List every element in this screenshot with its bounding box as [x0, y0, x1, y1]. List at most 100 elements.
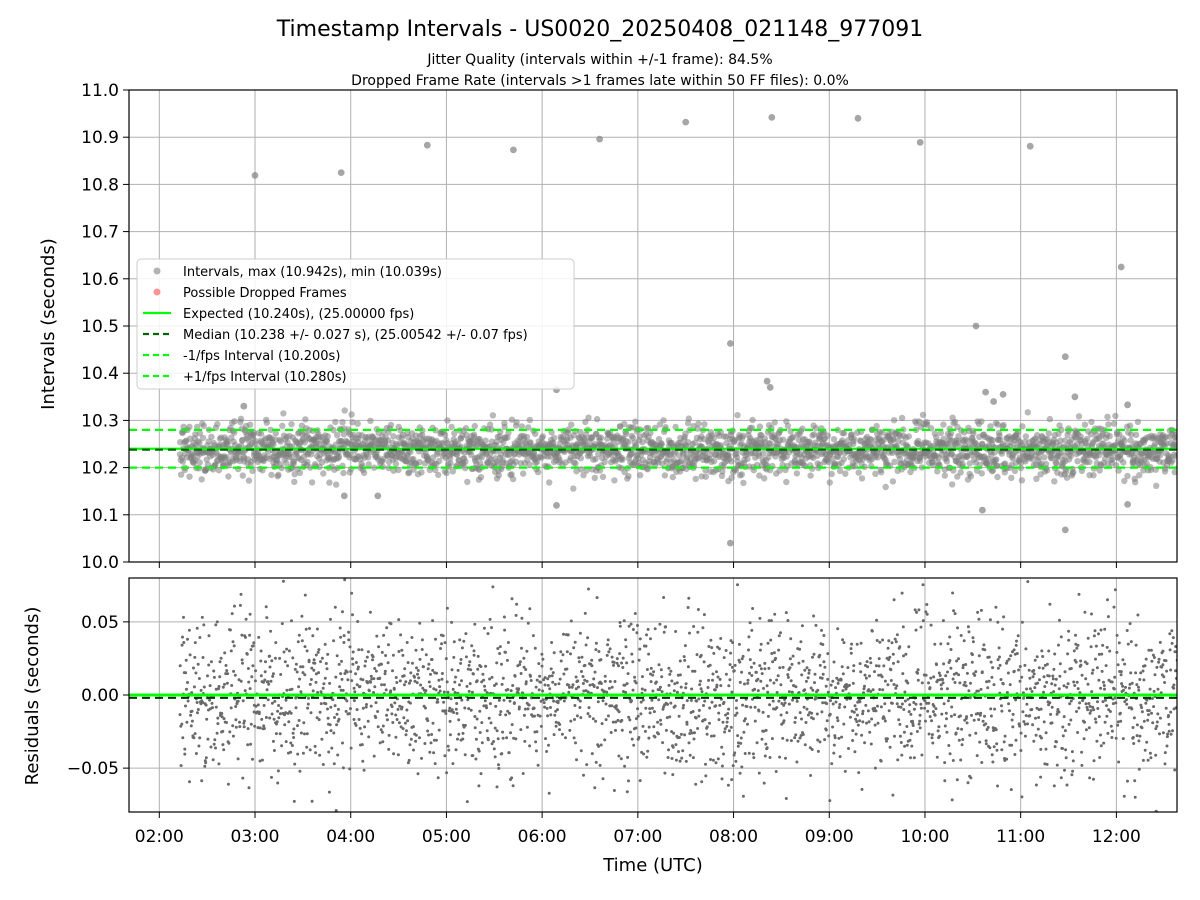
residual-point [253, 724, 257, 728]
residual-point [528, 744, 532, 748]
residual-point [538, 714, 542, 718]
residual-point [643, 688, 647, 692]
residual-point [314, 653, 318, 657]
residual-point [405, 708, 409, 712]
residual-point [533, 714, 536, 718]
residual-point [631, 628, 635, 631]
residual-point [220, 712, 224, 715]
residual-point [372, 677, 376, 681]
interval-point [836, 449, 843, 457]
interval-point [252, 438, 259, 445]
residual-point [453, 680, 457, 684]
residual-point [958, 714, 962, 718]
residual-point [525, 725, 529, 729]
residual-point [1023, 734, 1027, 738]
residual-point [355, 708, 359, 712]
residual-point [846, 666, 850, 670]
residual-point [969, 681, 972, 685]
interval-point [365, 454, 372, 461]
residual-point [941, 681, 945, 685]
residual-point [259, 649, 263, 653]
interval-point [304, 458, 311, 466]
residual-point [682, 703, 686, 707]
residual-point [560, 732, 564, 736]
residual-point [454, 675, 458, 679]
residual-point [332, 762, 336, 766]
residual-point [873, 706, 877, 710]
residual-point [825, 719, 829, 723]
residual-point [335, 723, 339, 727]
residual-point [1031, 723, 1035, 727]
residual-point [894, 686, 898, 690]
residuals-panel: 02:00 03:00 04:00 05:00 06:00 07:00 08:00 09:00… [67, 577, 1178, 847]
residual-point [892, 683, 896, 686]
interval-point [504, 434, 511, 441]
residual-point [1012, 648, 1016, 652]
residual-point [282, 650, 286, 654]
residual-point [900, 702, 904, 706]
residual-point [286, 664, 290, 668]
residual-point [491, 585, 495, 589]
residual-point [354, 723, 358, 727]
residual-point [803, 668, 807, 672]
residual-point [766, 690, 770, 694]
residual-point [828, 799, 832, 803]
residual-point [515, 602, 519, 606]
residual-point [778, 755, 782, 759]
chart-title: Timestamp Intervals - US0020_20250408_02… [276, 17, 923, 42]
residual-point [738, 660, 742, 664]
residual-point [506, 709, 510, 713]
residual-point [437, 678, 441, 682]
residual-point [414, 648, 418, 652]
residual-point [541, 689, 545, 693]
residual-point [794, 716, 797, 720]
residual-point [221, 743, 225, 747]
residual-point [374, 716, 378, 719]
interval-point [1172, 452, 1177, 460]
residual-point [278, 712, 282, 716]
residual-point [908, 703, 912, 707]
residual-point [777, 699, 781, 703]
residual-point [249, 722, 253, 726]
residual-point [855, 713, 859, 717]
residual-point [761, 710, 765, 714]
residual-point [434, 738, 438, 742]
residual-point [916, 671, 920, 675]
interval-point [596, 467, 604, 474]
residual-point [747, 635, 751, 639]
residual-point [720, 745, 724, 749]
residual-point [693, 669, 697, 673]
residual-point [221, 729, 225, 733]
interval-point [568, 421, 575, 428]
residual-point [319, 702, 323, 706]
residual-point [753, 719, 757, 723]
interval-outlier-point [1124, 401, 1131, 409]
residual-point [428, 750, 432, 754]
residual-point [735, 699, 738, 702]
residual-point [615, 657, 619, 661]
residual-point [851, 729, 855, 733]
residual-point [746, 722, 749, 726]
interval-point [367, 417, 374, 424]
residual-point [270, 712, 274, 716]
residual-point [696, 608, 700, 611]
interval-point [1104, 413, 1111, 420]
residual-point [297, 633, 301, 637]
interval-point [840, 430, 848, 437]
residual-point [315, 716, 319, 720]
residual-point [240, 633, 244, 637]
residual-point [202, 623, 206, 627]
interval-point [947, 430, 955, 437]
residual-point [562, 632, 565, 636]
residual-point [944, 711, 948, 715]
interval-point [270, 441, 277, 448]
residual-point [374, 669, 378, 673]
interval-point [1048, 455, 1056, 462]
residual-point [916, 668, 920, 672]
interval-point [551, 434, 558, 442]
residual-point [233, 604, 236, 608]
residual-point [632, 743, 636, 747]
residual-point [685, 699, 689, 703]
residual-point [554, 724, 558, 728]
residual-point [501, 730, 505, 734]
